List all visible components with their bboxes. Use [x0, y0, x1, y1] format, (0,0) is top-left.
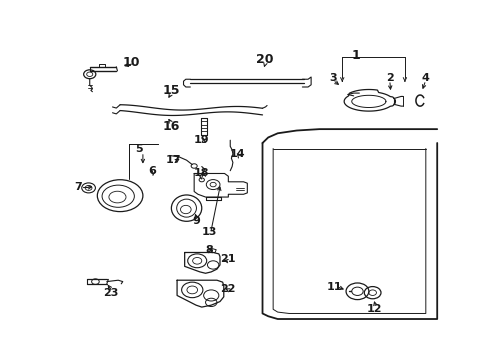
Text: 12: 12	[367, 304, 382, 314]
Text: 5: 5	[135, 144, 143, 153]
Text: 19: 19	[194, 135, 210, 145]
Text: 17: 17	[166, 155, 181, 165]
Text: 18: 18	[194, 168, 210, 179]
Text: 7: 7	[74, 183, 82, 192]
Text: 3: 3	[329, 73, 337, 83]
Text: 11: 11	[327, 282, 343, 292]
Text: 21: 21	[220, 255, 236, 264]
Text: 9: 9	[192, 216, 200, 226]
Text: 8: 8	[205, 245, 213, 255]
Text: 14: 14	[230, 149, 245, 159]
Text: 10: 10	[123, 56, 140, 69]
Text: 16: 16	[163, 120, 180, 133]
Text: 15: 15	[163, 84, 180, 97]
Text: 1: 1	[351, 49, 360, 62]
Text: 4: 4	[422, 73, 430, 83]
Text: 20: 20	[256, 53, 273, 66]
Text: 22: 22	[220, 284, 236, 293]
Text: 6: 6	[148, 166, 156, 176]
Text: 2: 2	[386, 73, 393, 83]
Text: 13: 13	[202, 227, 217, 237]
Text: 23: 23	[103, 288, 118, 298]
